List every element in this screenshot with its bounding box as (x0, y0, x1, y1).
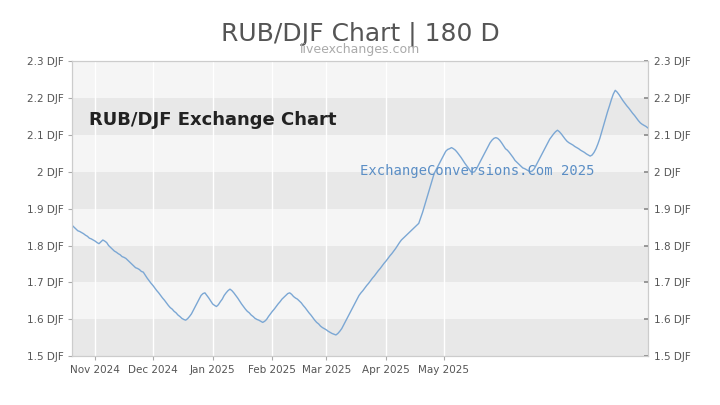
Bar (72, 134, 648, 172)
Bar (72, 61, 648, 98)
Text: liveexchanges.com: liveexchanges.com (300, 43, 420, 55)
Bar (72, 209, 648, 245)
Bar (72, 98, 648, 134)
Bar (72, 245, 648, 282)
Bar (72, 283, 648, 320)
Bar (72, 320, 648, 356)
Text: ExchangeConversions.Com 2025: ExchangeConversions.Com 2025 (360, 164, 595, 178)
Text: RUB/DJF Chart | 180 D: RUB/DJF Chart | 180 D (220, 22, 500, 47)
Bar (72, 172, 648, 209)
Text: RUB/DJF Exchange Chart: RUB/DJF Exchange Chart (89, 111, 337, 129)
